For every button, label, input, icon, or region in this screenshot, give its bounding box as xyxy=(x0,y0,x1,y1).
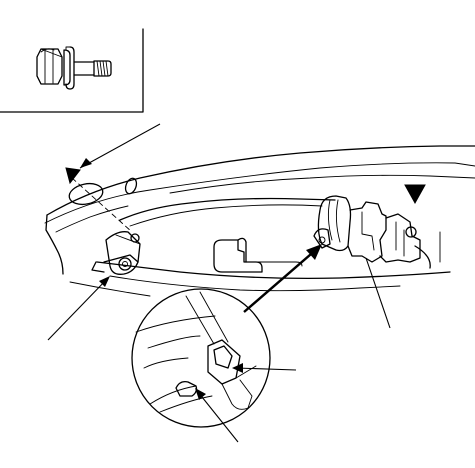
leader-line xyxy=(195,388,239,443)
lower-bracket xyxy=(105,231,141,275)
flange-bolt-icon xyxy=(36,46,112,90)
leader-line xyxy=(232,363,297,373)
arrow-head-marker xyxy=(404,184,426,205)
latch-assembly xyxy=(313,195,421,263)
arrow-head-marker xyxy=(65,167,81,185)
alignment-line xyxy=(71,177,133,233)
handle-cavity xyxy=(213,237,303,273)
bolt-inset-box xyxy=(0,28,144,113)
leader-line xyxy=(79,123,161,169)
door-inner-panel xyxy=(44,145,475,297)
leader-line xyxy=(47,276,110,341)
leader-line xyxy=(365,257,391,329)
magnified-clip-detail xyxy=(131,288,271,428)
detail-pointer-arrow xyxy=(243,244,322,313)
